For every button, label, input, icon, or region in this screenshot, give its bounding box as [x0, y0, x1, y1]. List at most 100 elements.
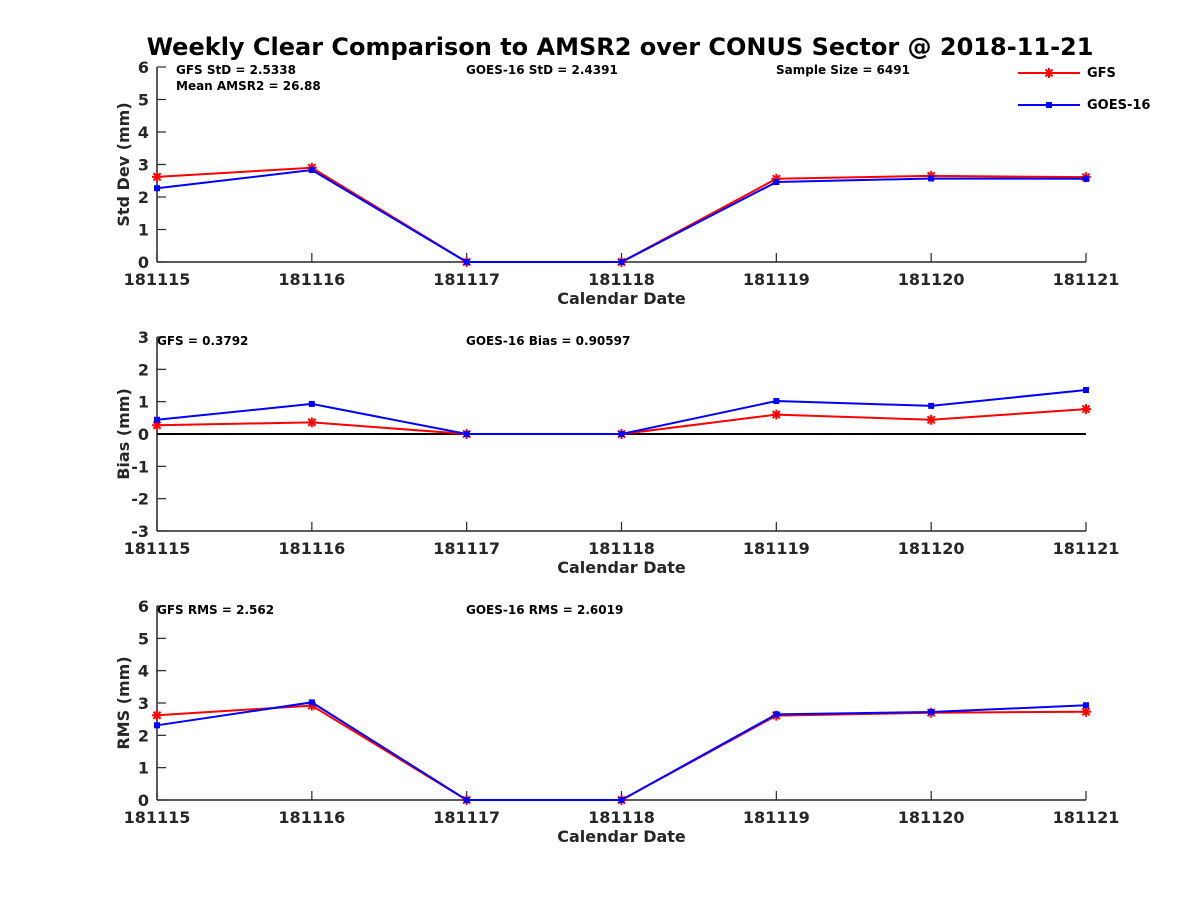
std-dev-gfs-line	[156, 166, 1087, 263]
x-axis-label: Calendar Date	[557, 827, 686, 846]
x-tick-label: 181120	[898, 539, 965, 558]
rms-goes-point	[928, 709, 935, 716]
std-dev-goes-point	[1083, 175, 1089, 182]
x-tick-label: 181118	[588, 539, 655, 558]
y-tick-label: 1	[138, 759, 149, 778]
std-dev-goes-point	[154, 185, 160, 192]
bias-goes-point	[463, 431, 470, 437]
rms-goes-point	[1083, 702, 1089, 709]
x-tick-label: 181119	[743, 539, 810, 558]
y-tick-label: 4	[138, 123, 149, 142]
std-dev-goes-point	[928, 175, 935, 182]
legend-marker-gfs	[1044, 68, 1054, 78]
y-tick-label: -1	[131, 457, 149, 476]
panel-std-dev: 181115 181116 181117 181118 181119 181120 1811…	[114, 58, 1119, 308]
rms-goes-point	[773, 711, 780, 718]
std-dev-goes-point	[618, 259, 625, 265]
y-tick-label: 2	[138, 188, 149, 207]
stat-annotation: GFS = 0.3792	[157, 334, 248, 348]
bias-gfs-point	[926, 414, 937, 425]
rms-goes-line	[156, 701, 1087, 801]
legend: GFS GOES-16	[1018, 66, 1150, 113]
bias-goes-point	[773, 398, 780, 405]
x-tick-label: 181116	[278, 539, 345, 558]
x-tick-label: 181115	[124, 808, 191, 827]
stat-annotation: Mean AMSR2 = 26.88	[176, 79, 321, 93]
bias-goes-line	[156, 389, 1087, 435]
bias-goes-point	[154, 416, 160, 423]
y-axis-label: RMS (mm)	[114, 656, 133, 749]
x-tick-label: 181115	[124, 270, 191, 289]
rms-goes-point	[308, 699, 315, 706]
y-tick-label: 0	[138, 425, 149, 444]
rms-goes-point	[463, 797, 470, 803]
stat-annotation: GOES-16 RMS = 2.6019	[466, 603, 623, 617]
x-tick-label: 181117	[433, 270, 500, 289]
x-tick-label: 181120	[898, 270, 965, 289]
legend-marker-goes	[1046, 102, 1052, 108]
y-tick-label: 4	[138, 662, 149, 681]
x-tick-label: 181117	[433, 808, 500, 827]
stat-annotation: Sample Size = 6491	[776, 63, 910, 77]
std-dev-goes-point	[463, 259, 470, 265]
y-tick-label: -2	[131, 490, 149, 509]
rms-goes-point	[618, 797, 625, 803]
stat-annotation: GOES-16 StD = 2.4391	[466, 63, 618, 77]
y-tick-label: 1	[138, 393, 149, 412]
y-tick-label: 1	[138, 221, 149, 240]
y-tick-label: 5	[138, 629, 149, 648]
x-axis-label: Calendar Date	[557, 289, 686, 308]
legend-entry-goes: GOES-16	[1018, 98, 1150, 113]
x-tick-label: 181118	[588, 808, 655, 827]
rms-gfs-point	[152, 710, 162, 721]
x-tick-label: 181116	[278, 270, 345, 289]
bias-goes-point	[308, 400, 315, 407]
std-dev-goes-point	[773, 179, 780, 186]
y-tick-label: 0	[138, 253, 149, 272]
y-tick-label: 2	[138, 360, 149, 379]
x-tick-label: 181119	[743, 808, 810, 827]
y-tick-label: 0	[138, 791, 149, 810]
std-dev-goes-point	[308, 167, 315, 174]
bias-gfs-point	[771, 409, 782, 420]
rms-gfs-line	[156, 704, 1087, 801]
x-axis-label: Calendar Date	[557, 558, 686, 577]
legend-entry-gfs: GFS	[1018, 66, 1116, 81]
stat-annotation: GOES-16 Bias = 0.90597	[466, 334, 630, 348]
legend-label-goes: GOES-16	[1087, 98, 1150, 113]
bias-goes-point	[1083, 387, 1089, 394]
y-tick-label: 5	[138, 91, 149, 110]
rms-goes-point	[154, 722, 160, 729]
x-tick-label: 181115	[124, 539, 191, 558]
panel-rms: 181115 181116 181117 181118 181119 181120 1811…	[114, 597, 1119, 846]
bias-gfs-point	[306, 417, 317, 428]
y-tick-label: 6	[138, 597, 149, 616]
y-tick-label: 3	[138, 694, 149, 713]
bias-gfs-point	[1081, 404, 1091, 415]
stat-annotation: GFS StD = 2.5338	[176, 63, 296, 77]
x-tick-label: 181116	[278, 808, 345, 827]
y-axis-label: Std Dev (mm)	[114, 102, 133, 226]
x-tick-label: 181119	[743, 270, 810, 289]
panel-bias: 181115 181116 181117 181118 181119 181120 1811…	[114, 328, 1119, 577]
figure-title: Weekly Clear Comparison to AMSR2 over CO…	[147, 33, 1094, 61]
x-tick-label: 181121	[1053, 539, 1120, 558]
x-tick-label: 181117	[433, 539, 500, 558]
std-dev-goes-line	[156, 168, 1087, 263]
x-tick-label: 181121	[1053, 808, 1120, 827]
x-tick-label: 181118	[588, 270, 655, 289]
y-tick-label: 2	[138, 726, 149, 745]
bias-goes-point	[618, 431, 625, 437]
y-axis-label: Bias (mm)	[114, 388, 133, 480]
x-tick-label: 181120	[898, 808, 965, 827]
bias-goes-point	[928, 402, 935, 409]
stat-annotation: GFS RMS = 2.562	[157, 603, 274, 617]
rms-gfs-point	[1081, 706, 1091, 717]
y-tick-label: -3	[131, 522, 149, 541]
legend-label-gfs: GFS	[1087, 66, 1116, 81]
y-tick-label: 3	[138, 328, 149, 347]
std-dev-gfs-point	[152, 171, 162, 182]
y-tick-label: 3	[138, 156, 149, 175]
x-tick-label: 181121	[1053, 270, 1120, 289]
